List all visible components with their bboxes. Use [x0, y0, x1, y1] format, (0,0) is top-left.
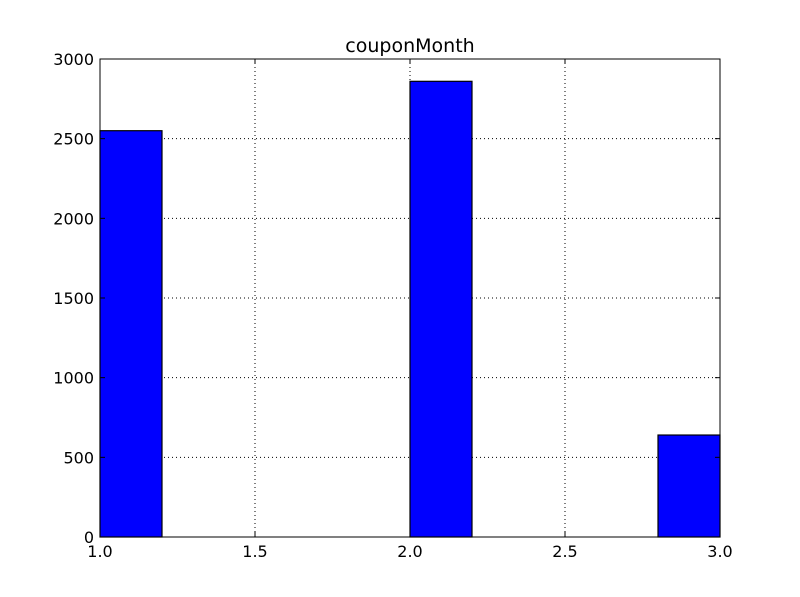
histogram-bar: [409, 80, 473, 538]
x-tick-label: 1.5: [242, 542, 267, 561]
y-tick-label: 1000: [53, 369, 94, 388]
x-tick-label: 2.0: [397, 542, 422, 561]
y-tick-label: 1500: [53, 289, 94, 308]
y-tick-label: 2500: [53, 130, 94, 149]
x-tick-label: 1.0: [87, 542, 112, 561]
y-tick-label: 3000: [53, 50, 94, 69]
y-tick-label: 0: [84, 528, 94, 547]
x-tick-label: 3.0: [707, 542, 732, 561]
x-tick-labels: 1.0 1.5 2.0 2.5 3.0: [87, 542, 732, 561]
histogram-bar: [99, 130, 163, 538]
histogram-bar: [657, 434, 721, 538]
y-tick-labels: 0 500 1000 1500 2000 2500 3000: [53, 50, 94, 547]
chart-title: couponMonth: [345, 35, 474, 57]
y-tick-label: 2000: [53, 209, 94, 228]
x-tick-label: 2.5: [552, 542, 577, 561]
tick-marks: [99, 58, 721, 538]
y-tick-label: 500: [63, 448, 94, 467]
